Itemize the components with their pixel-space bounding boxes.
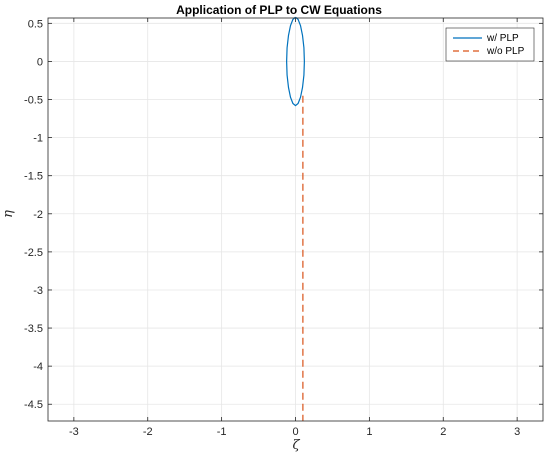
series-layer [286,16,305,421]
y-axis-label: η [1,210,16,218]
chart-title: Application of PLP to CW Equations [176,3,382,17]
legend: w/ PLP w/o PLP [445,27,535,62]
y-tick-label: -4 [33,361,43,373]
grid-lines [48,18,543,421]
x-tick-label: 3 [514,426,520,438]
x-tick-label: -3 [69,426,79,438]
y-tick-label: -1.5 [24,171,43,183]
x-tick-label: -1 [217,426,227,438]
y-tick-label: 0 [37,56,43,68]
x-tick-label: -2 [143,426,153,438]
x-axis-label: ζ [292,438,300,453]
ticks: -3 -2 -1 0 1 2 3 0.5 0 -0.5 -1 -1.5 -2 -2.5 -3 -3.5 -4 -4… [24,18,543,438]
y-tick-label: -3.5 [24,323,43,335]
y-tick-label: -4.5 [24,399,43,411]
legend-label-wo-plp: w/o PLP [486,46,525,57]
x-tick-label: 1 [366,426,372,438]
x-tick-label: 0 [292,426,298,438]
y-tick-label: -2.5 [24,247,43,259]
y-tick-label: -3 [33,285,43,297]
series-line-w-plp [286,16,305,107]
y-tick-label: -2 [33,209,43,221]
y-tick-label: -0.5 [24,95,43,107]
y-tick-label: -1 [33,133,43,145]
legend-box [445,27,535,62]
x-tick-label: 2 [440,426,446,438]
legend-label-w-plp: w/ PLP [486,33,519,44]
y-tick-label: 0.5 [28,18,43,30]
